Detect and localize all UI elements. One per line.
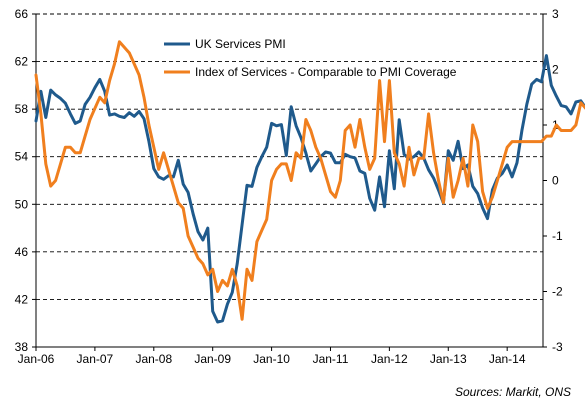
y-left-tick-label: 54 (15, 150, 29, 164)
y-left-tick-label: 50 (15, 197, 29, 211)
legend-label: UK Services PMI (195, 37, 286, 51)
legend-label: Index of Services - Comparable to PMI Co… (195, 65, 457, 79)
y-right-tick-label: 0 (552, 174, 559, 188)
series-line-index-of-services (34, 40, 585, 321)
x-tick-label: Jan-11 (313, 352, 349, 366)
x-tick-label: Jan-06 (18, 352, 55, 366)
y-left-tick-label: 58 (15, 102, 29, 116)
x-tick-label: Jan-09 (194, 352, 231, 366)
y-right-tick-label: -3 (552, 340, 563, 354)
x-tick-label: Jan-10 (253, 352, 290, 366)
x-tick-label: Jan-13 (430, 352, 467, 366)
gridlines (36, 13, 543, 300)
y-left-tick-label: 46 (15, 245, 29, 259)
x-tick-label: Jan-12 (371, 352, 408, 366)
x-tick-label: Jan-14 (489, 352, 526, 366)
y-right-tick-label: -1 (552, 229, 563, 243)
x-tick-label: Jan-07 (77, 352, 114, 366)
y-left-tick-label: 38 (15, 340, 29, 354)
series-line-uk-services-pmi (34, 54, 585, 324)
y-right-tick-label: 2 (552, 63, 559, 77)
y-left-tick-label: 42 (15, 292, 29, 306)
y-axis-left: 38 42 46 50 54 58 62 66 (15, 7, 37, 354)
y-right-tick-label: -2 (552, 285, 563, 299)
series-layer (34, 40, 585, 324)
y-left-tick-label: 62 (15, 55, 29, 69)
legend: UK Services PMI Index of Services - Compa… (164, 37, 457, 79)
y-right-tick-label: 3 (552, 7, 559, 21)
source-note: Sources: Markit, ONS (454, 385, 571, 399)
y-left-tick-label: 66 (15, 7, 29, 21)
x-tick-label: Jan-08 (135, 352, 172, 366)
x-axis: Jan-06 Jan-07 Jan-08 Jan-09 Jan-10 Jan-11 Jan-… (18, 346, 543, 366)
